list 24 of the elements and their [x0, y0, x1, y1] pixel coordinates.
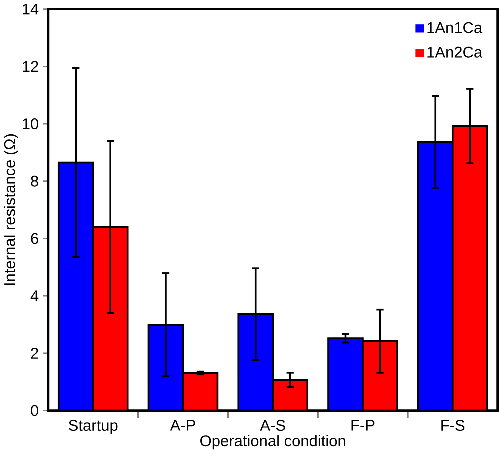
x-tick-label: A-S — [260, 420, 286, 432]
x-tick-label: F-S — [442, 420, 465, 432]
y-tick-label: 10 — [23, 118, 39, 130]
x-tick-label: Startup — [69, 420, 118, 434]
bar — [362, 342, 398, 411]
bar — [93, 227, 128, 411]
legend-label: 1An1Ca — [428, 22, 483, 34]
x-axis-title: Operational condition — [200, 435, 346, 450]
legend-label: 1An2Ca — [428, 47, 483, 58]
bar — [328, 338, 363, 411]
y-tick-label: 12 — [23, 61, 38, 72]
y-tick-label: 14 — [23, 4, 39, 15]
bar — [183, 373, 218, 411]
y-tick-label: 0 — [31, 405, 39, 416]
y-tick-label: 6 — [31, 233, 38, 244]
y-tick-label: 2 — [31, 348, 38, 360]
x-tick-label: F-P — [352, 420, 375, 431]
y-axis-title: Internal resistance (Ω) — [4, 134, 18, 286]
y-tick-label: 8 — [31, 176, 38, 188]
bar — [273, 380, 308, 411]
bar — [238, 314, 274, 411]
x-tick-label: A-P — [170, 420, 196, 431]
bar — [58, 162, 94, 411]
y-tick-label: 4 — [30, 290, 39, 302]
